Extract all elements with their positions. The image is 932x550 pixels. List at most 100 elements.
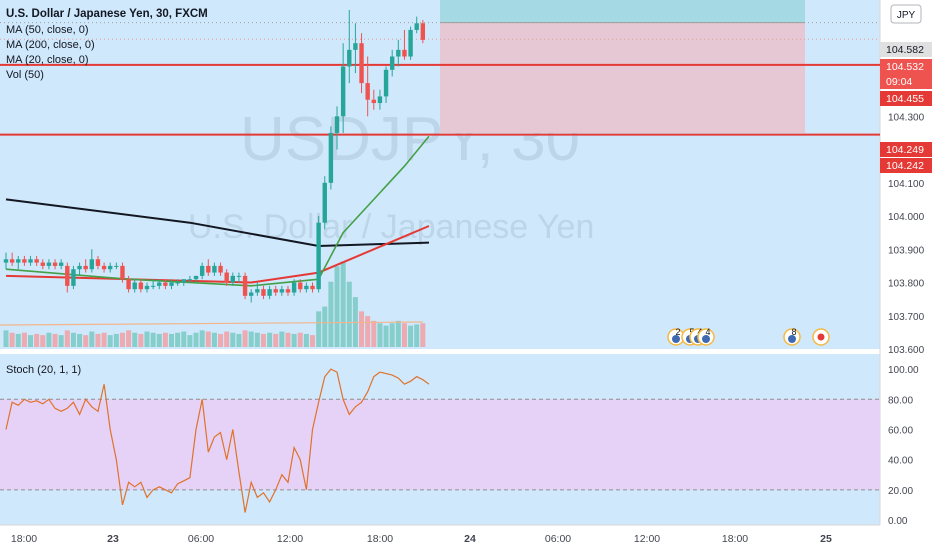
ma200-line (5, 225, 430, 284)
volume-bar (21, 332, 27, 347)
candle-body (230, 275, 236, 283)
price-label-text: 104.249 (886, 144, 924, 156)
symbol-title[interactable]: U.S. Dollar / Japanese Yen, 30, FXCM (6, 8, 208, 20)
japan-flag-icon (817, 333, 825, 341)
candle-body (328, 132, 334, 183)
candle-body (175, 282, 180, 284)
volume-bar (138, 333, 144, 347)
price-tick-label: 104.300 (888, 112, 925, 123)
candle-body (420, 23, 426, 40)
candle-body (273, 289, 278, 293)
volume-bar (395, 320, 401, 347)
candle-body (371, 99, 376, 104)
stoch-tick-label: 20.00 (888, 486, 913, 497)
time-tick-label: 24 (464, 533, 476, 545)
candle-body (224, 272, 229, 283)
candle-body (52, 262, 58, 266)
stoch-title[interactable]: Stoch (20, 1, 1) (6, 364, 81, 376)
indicator-ma50[interactable]: MA (50, close, 0) (6, 24, 89, 36)
candle-body (279, 289, 285, 293)
candle-body (169, 282, 174, 286)
volume-bar (414, 324, 420, 347)
volume-bar (224, 331, 230, 347)
price-tick-label: 104.100 (888, 179, 925, 190)
volume-bar (205, 331, 211, 347)
price-tick-label: 103.800 (888, 279, 925, 290)
candle-body (58, 262, 64, 266)
volume-bars (0, 261, 426, 347)
candle-body (206, 265, 211, 273)
candle-body (212, 265, 217, 273)
volume-bar (383, 325, 389, 347)
indicator-ma200[interactable]: MA (200, close, 0) (6, 39, 95, 51)
volume-bar (377, 323, 383, 347)
currency-badge[interactable] (890, 4, 922, 24)
volume-bar (260, 333, 266, 347)
candle-body (150, 285, 156, 287)
volume-bar (279, 331, 285, 347)
volume-bar (64, 330, 70, 347)
volume-bar (9, 332, 15, 347)
volume-bar (310, 335, 315, 347)
volume-bar (95, 333, 101, 347)
candle-body (242, 275, 248, 296)
volume-bar (285, 332, 291, 347)
event-flag-icon (702, 335, 710, 343)
candle-body (126, 279, 131, 290)
price-label-tag (880, 42, 932, 57)
event-flag-icon (672, 335, 680, 343)
horizontal-lines[interactable] (0, 22, 880, 136)
volume-bar (113, 333, 119, 347)
volume-bar (28, 335, 34, 347)
stoch-band-fill (0, 399, 880, 490)
candle-body (377, 96, 383, 104)
time-tick-label: 06:00 (188, 533, 214, 545)
candle-body (138, 282, 144, 290)
candle-body (249, 292, 254, 296)
watermark-name: U.S. Dollar / Japanese Yen (188, 208, 594, 246)
volume-bar (89, 331, 95, 347)
volume-bar (119, 332, 125, 347)
candle-body (316, 222, 321, 290)
candle-body (298, 282, 303, 290)
currency-badge-label: JPY (897, 10, 916, 21)
event-markers[interactable]: 25448 (667, 327, 830, 346)
stoch-k-line (5, 368, 430, 513)
price-label-tag (880, 91, 932, 106)
volume-bar (126, 330, 132, 347)
volume-bar (187, 335, 193, 347)
price-label-text: 104.242 (886, 160, 924, 172)
time-axis-background (0, 525, 880, 550)
volume-bar (77, 333, 83, 347)
volume-bar (162, 332, 168, 347)
position-box[interactable] (440, 0, 805, 133)
candle-body (347, 49, 352, 67)
volume-bar (236, 333, 242, 347)
price-tick-label: 103.900 (888, 245, 925, 256)
candle-body (322, 182, 327, 223)
volume-bar (273, 333, 279, 347)
time-tick-label: 18:00 (367, 533, 393, 545)
volume-bar (340, 261, 346, 347)
volume-bar (3, 330, 9, 347)
candle-body (144, 285, 150, 290)
candle-body (414, 23, 419, 30)
candle-body (40, 262, 45, 266)
volume-bar (346, 281, 352, 347)
indicator-volume[interactable]: Vol (50) (6, 69, 44, 81)
candle-body (365, 83, 370, 100)
volume-bar (389, 323, 395, 347)
price-labels: 104.582 104.532 09:04 104.455 104.249 104.242 (880, 42, 932, 173)
volume-bar (144, 331, 150, 347)
candle-body (291, 282, 297, 293)
price-label-text: 09:04 (886, 76, 912, 88)
indicator-ma20[interactable]: MA (20, close, 0) (6, 54, 89, 66)
price-label-text: 104.582 (886, 44, 924, 56)
time-tick-label: 23 (107, 533, 119, 545)
candle-body (267, 289, 272, 296)
candle-body (34, 259, 39, 263)
candle-body (396, 49, 401, 57)
volume-bar (365, 316, 371, 347)
